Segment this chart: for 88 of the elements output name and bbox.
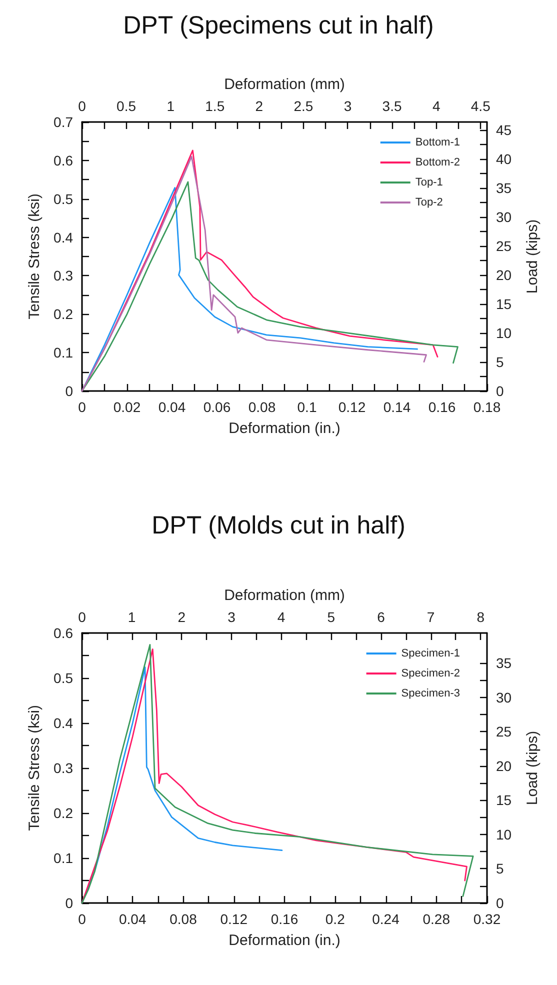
x2-tick-label: 2.5: [294, 98, 314, 114]
y2-tick-label: 35: [496, 655, 512, 672]
x-tick-label: 0.08: [170, 911, 198, 927]
y2-tick-label: 5: [496, 860, 504, 877]
legend-label: Specimen-3: [401, 688, 460, 700]
x-tick-label: 0.04: [119, 911, 146, 927]
x2-tick-label: 2: [178, 609, 186, 625]
y-tick-label: 0.3: [54, 760, 74, 776]
x-tick-label: 0.24: [372, 911, 400, 927]
y-axis-title: Tensile Stress (ksi): [26, 705, 43, 831]
y2-tick-label: 10: [496, 826, 512, 842]
x2-tick-label: 1: [166, 98, 175, 114]
y-tick-label: 0.4: [54, 229, 74, 246]
y-tick-label: 0.6: [54, 152, 74, 168]
y-tick-label: 0: [65, 383, 74, 399]
legend-label: Specimen-1: [401, 648, 460, 660]
y2-tick-label: 20: [496, 267, 512, 284]
x2-tick-label: 5: [327, 609, 336, 625]
legend-label: Specimen-2: [401, 668, 460, 680]
x-axis-title: Deformation (in.): [228, 932, 340, 949]
x-tick-label: 0.1: [297, 399, 317, 415]
x-tick-label: 0.06: [203, 399, 231, 415]
y2-tick-label: 25: [496, 238, 512, 254]
x2-tick-label: 8: [476, 609, 485, 625]
y-tick-label: 0.2: [54, 306, 74, 322]
x-tick-label: 0.32: [473, 911, 501, 927]
y2-tick-label: 20: [496, 758, 512, 774]
y-tick-label: 0.1: [54, 850, 74, 866]
x-tick-label: 0.18: [473, 399, 501, 415]
y2-tick-label: 0: [496, 383, 504, 399]
chart-title: DPT (Specimens cut in half): [123, 12, 434, 40]
x-tick-label: 0.16: [270, 911, 298, 927]
x-tick-label: 0.12: [220, 911, 248, 927]
legend-label: Bottom-2: [415, 156, 460, 168]
y2-tick-label: 0: [496, 895, 504, 911]
y2-tick-label: 25: [496, 724, 512, 740]
y-tick-label: 0.4: [54, 715, 74, 731]
x2-tick-label: 3: [344, 98, 352, 114]
y2-tick-label: 45: [496, 122, 512, 138]
x-tick-label: 0.02: [113, 399, 141, 415]
x2-axis-title: Deformation (mm): [224, 587, 345, 604]
y-tick-label: 0.5: [54, 190, 74, 207]
x-tick-label: 0.12: [338, 399, 366, 415]
x2-tick-label: 4: [432, 98, 440, 114]
legend-label: Top-2: [415, 196, 443, 208]
y2-tick-label: 15: [496, 296, 512, 312]
x-axis-title: Deformation (in.): [228, 420, 340, 437]
x2-tick-label: 0: [78, 98, 86, 114]
y2-tick-label: 5: [496, 354, 504, 370]
x2-tick-label: 4.5: [470, 98, 491, 114]
x2-tick-label: 1.5: [205, 98, 225, 114]
x2-tick-label: 2: [255, 98, 264, 114]
x-tick-label: 0: [78, 399, 86, 415]
y2-tick-label: 15: [496, 792, 512, 808]
legend-label: Top-1: [415, 176, 443, 188]
y2-axis-title: Load (kips): [524, 219, 541, 294]
chart-title: DPT (Molds cut in half): [152, 512, 406, 540]
x-tick-label: 0.14: [383, 399, 411, 415]
x-tick-label: 0: [78, 911, 86, 927]
y-tick-label: 0.3: [54, 268, 74, 284]
y-tick-label: 0.1: [54, 344, 74, 361]
x2-tick-label: 1: [128, 609, 136, 625]
x2-tick-label: 0: [78, 609, 86, 625]
y2-axis-title: Load (kips): [524, 730, 541, 806]
x2-tick-label: 3.5: [382, 98, 402, 114]
y-tick-label: 0.7: [54, 114, 74, 130]
x-tick-label: 0.2: [325, 911, 346, 927]
x2-axis-title: Deformation (mm): [224, 76, 345, 93]
y2-tick-label: 10: [496, 325, 512, 342]
x-tick-label: 0.28: [422, 911, 450, 927]
y-tick-label: 0.6: [54, 625, 74, 641]
x2-tick-label: 4: [277, 609, 286, 625]
y-axis-title: Tensile Stress (ksi): [26, 194, 43, 320]
y-tick-label: 0: [65, 895, 74, 911]
y-tick-label: 0.2: [54, 805, 74, 821]
x-tick-label: 0.08: [248, 399, 276, 415]
x2-tick-label: 7: [426, 609, 435, 625]
x2-tick-label: 3: [228, 609, 236, 625]
x-tick-label: 0.04: [158, 399, 186, 415]
x-tick-label: 0.16: [428, 399, 456, 415]
y-tick-label: 0.5: [54, 670, 74, 686]
y2-tick-label: 30: [496, 209, 512, 226]
y2-tick-label: 40: [496, 151, 512, 168]
legend-label: Bottom-1: [415, 136, 460, 148]
x2-tick-label: 6: [377, 609, 386, 625]
y2-tick-label: 30: [496, 689, 512, 706]
y2-tick-label: 35: [496, 180, 512, 196]
x2-tick-label: 0.5: [116, 98, 136, 114]
